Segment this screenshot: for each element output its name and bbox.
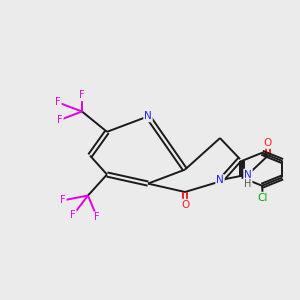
Text: O: O: [181, 200, 189, 210]
Text: F: F: [55, 98, 61, 107]
Text: F: F: [70, 210, 76, 220]
Text: N: N: [216, 175, 224, 185]
Text: O: O: [264, 138, 272, 148]
Text: H: H: [244, 178, 252, 189]
Text: F: F: [94, 212, 100, 222]
Text: N: N: [244, 169, 252, 179]
Text: F: F: [60, 195, 66, 206]
Text: Cl: Cl: [258, 193, 268, 202]
Text: F: F: [79, 90, 85, 100]
Text: F: F: [57, 115, 63, 125]
Text: N: N: [144, 111, 152, 122]
